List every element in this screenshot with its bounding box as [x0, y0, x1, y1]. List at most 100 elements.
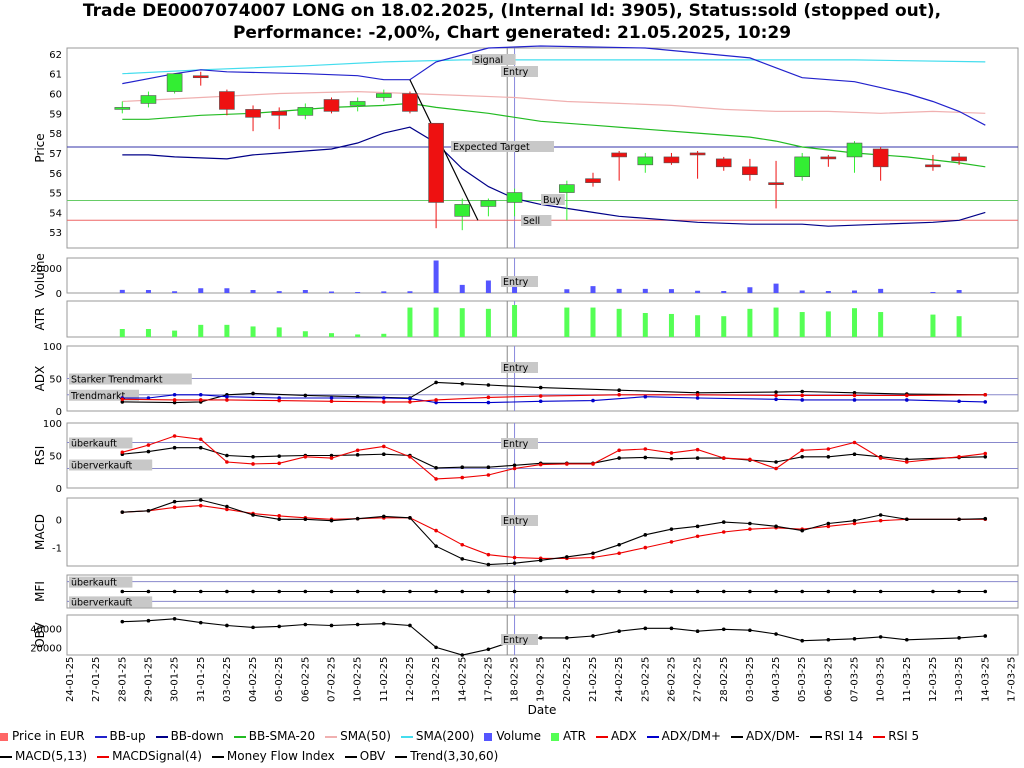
atr-bar [224, 324, 230, 337]
macd-line-point [878, 513, 883, 517]
rsi14-line-point [852, 452, 857, 457]
entry-label-macd: Entry [503, 516, 529, 527]
x-tick-label: 04-03-25 [771, 657, 782, 702]
mfi-line-point [408, 589, 412, 594]
macd-line-point [774, 524, 778, 529]
macd-line-point [591, 551, 595, 556]
rsi14-line-point [460, 465, 465, 470]
obv-line-point [251, 625, 255, 630]
candle-body [349, 101, 366, 106]
adx-strong-trend-label-bg [69, 373, 192, 385]
rsi5-line-point [826, 447, 831, 451]
adx-dm-plus-line-point [643, 394, 648, 399]
atr-bar [407, 307, 413, 337]
legend-item: SMA(200) [400, 726, 474, 746]
adx-dm-minus-line-point [852, 391, 857, 395]
rsi5-line-point [460, 475, 465, 480]
macd-line-point [721, 520, 726, 524]
adx-dm-plus-line-point [905, 398, 909, 402]
macd-line-point [329, 518, 334, 523]
volume-bar [355, 292, 361, 293]
rsi-tick-label: 0 [56, 484, 62, 495]
rsi5-line-point [538, 462, 543, 467]
legend-label: ADX/DM- [745, 729, 800, 743]
mfi-overbought-label-bg [69, 576, 133, 588]
x-tick-label: 24-01-25 [65, 657, 76, 702]
rsi5-line-point [277, 461, 282, 466]
volume-bar [329, 291, 334, 293]
obv-line-point [408, 623, 412, 628]
adx-line-point [538, 394, 543, 398]
adx-dm-minus-line-point [617, 388, 621, 393]
macd-line-point [408, 516, 412, 520]
x-tick-label: 28-02-25 [719, 657, 730, 702]
obv-line-point [538, 636, 543, 640]
x-tick-label: 07-02-25 [327, 657, 338, 702]
macd-line-point [905, 517, 909, 522]
volume-tick-label: 0 [56, 289, 62, 300]
obv-line-point [486, 647, 491, 652]
macd-signal-line-point [486, 552, 491, 557]
adx-strong-trend-label: Starker Trendmarkt [71, 375, 163, 386]
mfi-line-point [852, 589, 857, 594]
obv-line-point [329, 623, 334, 628]
legend-label: Trend(3,30,60) [410, 749, 499, 763]
volume-bar [198, 288, 204, 293]
legend-item: MACDSignal(4) [97, 746, 202, 766]
obv-line-point [355, 622, 360, 627]
adx-line-point [198, 398, 203, 402]
candle-body [480, 200, 497, 207]
rsi5-line-point [355, 448, 360, 453]
rsi14-line-point [826, 455, 831, 459]
legend-swatch [550, 732, 559, 741]
adx-dm-plus-line-point [382, 396, 386, 400]
adx-line-point [329, 399, 334, 404]
x-tick-label: 05-03-25 [797, 657, 808, 702]
rsi5-line-point [198, 437, 203, 442]
candle-body [114, 107, 131, 110]
adx-line-point [800, 393, 804, 398]
atr-bar [485, 308, 491, 337]
x-tick-label: 06-03-25 [823, 657, 834, 702]
mfi-line-point [931, 589, 935, 594]
adx-line-point [408, 400, 412, 404]
entry-label-obv: Entry [503, 635, 529, 646]
candle-body [192, 75, 209, 79]
adx-line-point [172, 398, 177, 402]
atr-bar [145, 329, 151, 337]
adx-line-point [434, 398, 438, 402]
atr-bar [355, 334, 361, 337]
legend-swatch [595, 735, 608, 738]
mfi-line-point [329, 589, 334, 594]
rsi5-line-point [643, 447, 648, 451]
macd-axis-label: MACD [33, 514, 47, 550]
macd-line-point [277, 517, 282, 522]
volume-bar [433, 260, 439, 293]
macd-line-point [172, 499, 177, 504]
x-tick-label: 12-03-25 [928, 657, 939, 702]
macd-signal-line-point [695, 534, 700, 539]
candle-body [297, 107, 314, 116]
volume-bar [145, 290, 151, 293]
x-tick-label: 17-03-25 [1006, 657, 1017, 702]
mfi-line-point [460, 589, 465, 594]
rsi-oversold-label-bg [69, 459, 153, 471]
adx-dm-plus-line-point [774, 397, 778, 402]
rsi14-line-point [329, 453, 334, 458]
volume-bar [642, 288, 648, 293]
adx-trend-label-bg [69, 389, 139, 401]
obv-line-point [198, 620, 203, 625]
atr-panel [66, 300, 1019, 338]
macd-signal-line-point [852, 521, 857, 526]
macd-signal-line-point [878, 518, 883, 523]
legend-label: RSI 5 [888, 729, 920, 743]
mfi-oversold-label-bg [69, 596, 153, 608]
rsi-axis-label: RSI [33, 446, 47, 466]
obv-line-point [800, 638, 804, 643]
volume-bar [172, 291, 178, 293]
obv-tick-label: 40000 [30, 624, 62, 635]
obv-line-point [565, 636, 569, 640]
entry-label-macd-bg [501, 515, 538, 526]
rsi14-line-point [695, 456, 700, 460]
rsi5-line-point [748, 457, 752, 462]
